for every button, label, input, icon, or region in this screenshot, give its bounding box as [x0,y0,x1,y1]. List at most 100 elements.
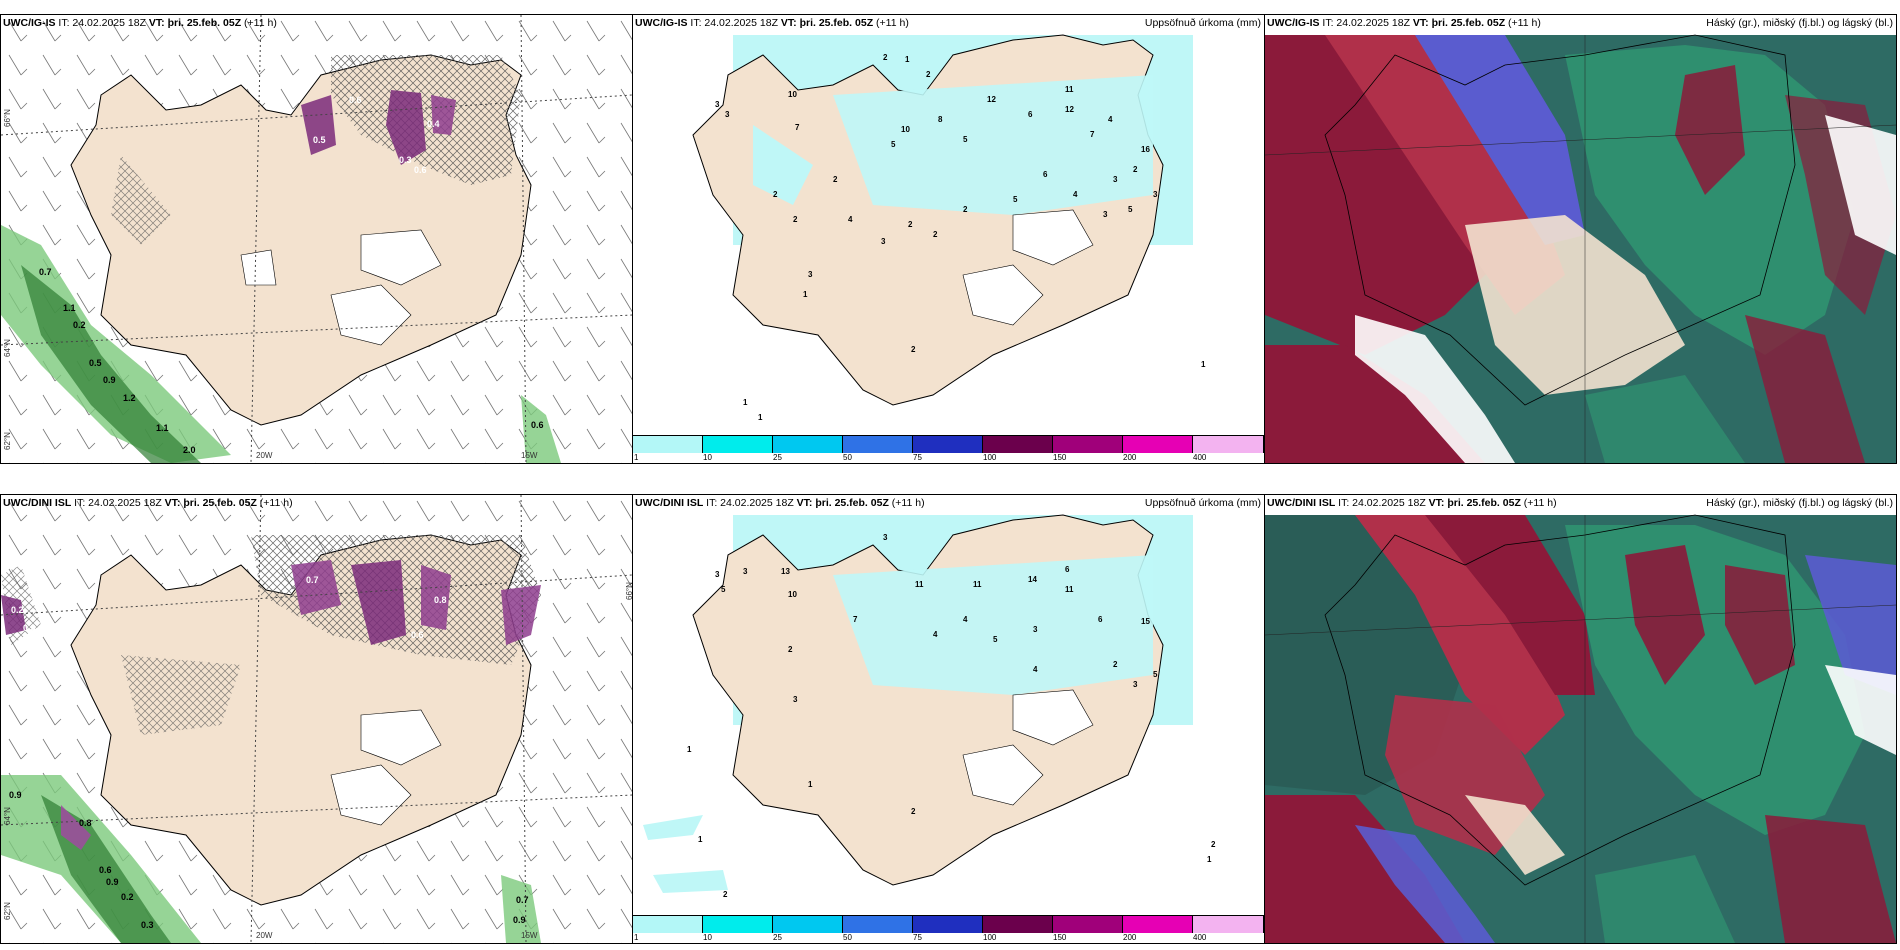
valid-time: VT: þri. 25.feb. 05Z [796,497,889,509]
value-label: 12 [987,95,996,104]
colorbar-swatch [1193,915,1264,933]
value-label: 2 [926,70,931,79]
wind-map [1,15,632,463]
value-label: 10 [788,590,797,599]
wind-label: 0.9 [9,790,22,800]
value-label: 11 [1065,85,1074,94]
value-label: 8 [938,115,943,124]
value-label: 1 [1201,360,1206,369]
colorbar-tick: 400 [1193,453,1207,462]
value-label: 3 [1103,210,1108,219]
wind-label: 0.6 [99,865,112,875]
wind-map [1,495,632,943]
value-label: 2 [933,230,938,239]
model-name: UWC/IG-IS [1267,17,1320,29]
model-name: UWC/IG-IS [3,17,56,29]
value-label: 6 [1065,565,1070,574]
precip-map [692,34,1193,406]
colorbar-tick: 150 [1053,453,1067,462]
precip-rate-label: 0.3 [399,155,412,165]
panel-header: UWC/DINI ISL IT: 24.02.2025 18Z VT: þri.… [635,497,1260,509]
colorbar-tick: 200 [1123,933,1137,942]
colorbar-swatch [913,915,983,933]
colorbar-swatch [983,435,1053,453]
precip-map [643,514,1193,893]
lon-label: 15W [521,451,538,460]
wind-label: 0.7 [39,267,52,277]
model-name: UWC/DINI ISL [635,497,704,509]
value-label: 6 [1043,170,1048,179]
wind-label: 0.7 [516,895,529,905]
init-time: IT: 24.02.2025 18Z [690,17,778,29]
value-label: 4 [963,615,968,624]
colorbar-tick: 25 [773,933,782,942]
wind-label: 0.9 [103,375,116,385]
wind-label: 0.5 [89,358,102,368]
panel-header: UWC/DINI ISL IT: 24.02.2025 18Z VT: þri.… [1267,497,1892,509]
value-label: 2 [908,220,913,229]
wind-label: 0.2 [121,892,134,902]
colorbar-tick: 200 [1123,453,1137,462]
value-label: 1 [687,745,692,754]
lead-time: (+11 h) [1523,497,1557,509]
value-label: 7 [1090,130,1095,139]
wind-label: 0.2 [73,320,86,330]
lat-label: 66°N [3,109,12,127]
panel-precip-igis: UWC/IG-IS IT: 24.02.2025 18Z VT: þri. 25… [632,14,1265,464]
precip-rate-label: 0.7 [306,575,319,585]
colorbar-swatch [1123,435,1193,453]
precip-rate-label: 0.6 [411,630,424,640]
value-label: 3 [881,237,886,246]
value-label: 1 [743,398,748,407]
colorbar-tick: 150 [1053,933,1067,942]
colorbar-swatch [913,435,983,453]
lon-label: 15W [521,931,538,940]
value-label: 3 [1113,175,1118,184]
value-label: 1 [758,413,763,422]
precip-rate-label: 0.8 [434,595,447,605]
value-label: 2 [1113,660,1118,669]
value-label: 11 [1065,585,1074,594]
init-time: IT: 24.02.2025 18Z [74,497,162,509]
value-label: 7 [853,615,858,624]
value-label: 2 [1133,165,1138,174]
value-label: 2 [911,345,916,354]
lead-time: (+11 h) [259,497,293,509]
value-label: 3 [1033,625,1038,634]
value-label: 2 [788,645,793,654]
wind-label: 0.6 [531,420,544,430]
panel-title: Háský (gr.), miðský (fj.bl.) og lágský (… [1706,497,1893,509]
colorbar-swatch [703,435,773,453]
value-label: 3 [743,567,748,576]
colorbar-tick: 50 [843,453,852,462]
colorbar-swatch [633,435,703,453]
precip-rate-label: 0.3 [23,623,36,633]
lead-time: (+11 h) [876,17,909,29]
panel-header: UWC/IG-IS IT: 24.02.2025 18Z VT: þri. 25… [3,17,628,29]
cloud-map [1265,34,1896,463]
init-time: IT: 24.02.2025 18Z [706,497,794,509]
wind-label: 0.8 [79,818,92,828]
lead-time: (+11 h) [891,497,925,509]
value-label: 3 [715,570,720,579]
wind-label: 0.9 [513,915,526,925]
value-label: 3 [793,695,798,704]
value-label: 16 [1141,145,1150,154]
lat-label: 64°N [3,339,12,357]
wind-label: 0.9 [106,877,119,887]
value-label: 5 [993,635,998,644]
value-label: 10 [788,90,797,99]
value-label: 12 [1065,105,1074,114]
colorbar-tick: 75 [913,453,922,462]
value-label: 3 [883,533,888,542]
value-label: 4 [848,215,853,224]
value-label: 4 [1033,665,1038,674]
panel-title: Uppsöfnuð úrkoma (mm) [1144,497,1261,509]
lead-time: (+11 h) [244,17,277,29]
wind-label: 1.1 [156,423,169,433]
value-label: 2 [1211,840,1216,849]
panel-header: UWC/IG-IS IT: 24.02.2025 18Z VT: þri. 25… [1267,17,1892,29]
model-name: UWC/DINI ISL [3,497,72,509]
value-label: 10 [901,125,910,134]
value-label: 5 [721,585,726,594]
